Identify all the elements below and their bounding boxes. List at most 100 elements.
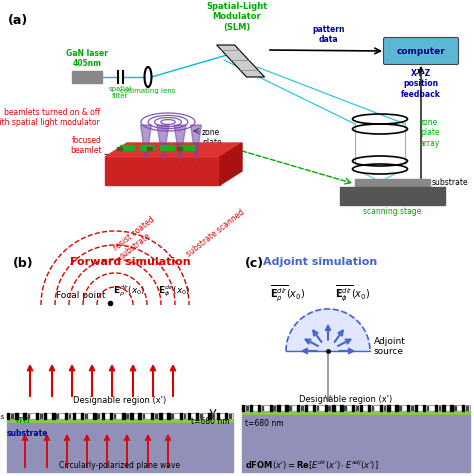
Bar: [159, 413, 162, 419]
Bar: [258, 405, 260, 411]
Bar: [242, 405, 470, 411]
Text: zone
plate
array: zone plate array: [202, 128, 222, 158]
Bar: [217, 413, 219, 419]
Text: $\mathbf{E}_{\rho}^{dir}(x_0)$: $\mathbf{E}_{\rho}^{dir}(x_0)$: [113, 283, 146, 298]
Text: $\overline{\mathbf{E}_{\phi}^{dir}}(x_0)$: $\overline{\mathbf{E}_{\phi}^{dir}}(x_0)…: [335, 283, 370, 304]
Bar: [435, 405, 437, 411]
Text: substrate: substrate: [432, 178, 469, 187]
Bar: [15, 413, 18, 419]
Bar: [105, 158, 220, 186]
Bar: [355, 179, 430, 187]
Bar: [399, 406, 401, 410]
Bar: [155, 414, 156, 418]
Text: Focal point: Focal point: [55, 290, 105, 299]
FancyBboxPatch shape: [383, 39, 458, 65]
Polygon shape: [286, 309, 370, 351]
Bar: [200, 414, 202, 418]
Text: spatial
filter: spatial filter: [109, 86, 132, 99]
Bar: [325, 405, 327, 411]
Text: (c): (c): [245, 257, 264, 269]
Text: metalens: metalens: [0, 413, 5, 419]
Bar: [317, 406, 318, 410]
Text: $\mathbf{dFOM}(x^{\prime}) = \mathbf{Re}[E^{dir}(x^{\prime}) \cdot E^{adj}(x^{\p: $\mathbf{dFOM}(x^{\prime}) = \mathbf{Re}…: [245, 457, 379, 471]
Bar: [209, 413, 211, 419]
Bar: [246, 406, 247, 410]
Text: Designable region (x'): Designable region (x'): [73, 395, 167, 404]
Text: Adjoint
source: Adjoint source: [374, 336, 406, 356]
Bar: [69, 414, 70, 418]
Bar: [180, 413, 182, 419]
Bar: [27, 414, 29, 418]
Polygon shape: [220, 144, 242, 186]
Bar: [56, 414, 58, 418]
Polygon shape: [157, 126, 169, 163]
Bar: [11, 414, 13, 418]
Text: t=680 nm: t=680 nm: [191, 416, 230, 426]
Bar: [352, 405, 355, 411]
Bar: [332, 405, 335, 411]
Bar: [387, 405, 390, 411]
Bar: [73, 413, 75, 419]
Text: Adjoint simulation: Adjoint simulation: [263, 257, 377, 267]
Text: Forward simulation: Forward simulation: [70, 257, 191, 267]
Bar: [109, 413, 112, 419]
Bar: [140, 146, 154, 151]
Text: collimating lens: collimating lens: [120, 88, 176, 94]
Bar: [130, 413, 133, 419]
Bar: [167, 413, 170, 419]
Bar: [273, 406, 275, 410]
Bar: [340, 188, 445, 206]
Bar: [138, 413, 141, 419]
Bar: [180, 146, 194, 151]
Bar: [262, 406, 263, 410]
Bar: [44, 413, 46, 419]
Bar: [407, 405, 410, 411]
Text: computer: computer: [397, 48, 446, 56]
Bar: [36, 413, 38, 419]
Bar: [7, 413, 233, 419]
Bar: [229, 414, 230, 418]
Bar: [147, 148, 152, 151]
Polygon shape: [217, 46, 264, 78]
Bar: [97, 414, 99, 418]
Bar: [7, 413, 9, 419]
Text: t=680 nm: t=680 nm: [245, 418, 283, 427]
Text: Designable region (x'): Designable region (x'): [300, 394, 392, 403]
Bar: [7, 423, 233, 472]
Text: substrate scanned: substrate scanned: [185, 208, 246, 258]
Bar: [270, 405, 272, 411]
Bar: [242, 405, 245, 411]
Bar: [114, 414, 116, 418]
Polygon shape: [105, 144, 242, 158]
Bar: [93, 413, 96, 419]
Bar: [177, 148, 182, 151]
Polygon shape: [141, 126, 151, 163]
Bar: [122, 413, 125, 419]
Bar: [454, 406, 456, 410]
Bar: [443, 405, 445, 411]
Text: $\mathbf{E}_{\phi}^{dir}(x_0)$: $\mathbf{E}_{\phi}^{dir}(x_0)$: [158, 283, 191, 298]
Text: resist coated
substrate: resist coated substrate: [112, 215, 163, 260]
Bar: [120, 146, 134, 151]
Bar: [126, 414, 128, 418]
Bar: [368, 405, 370, 411]
Text: GaN laser
405nm: GaN laser 405nm: [66, 49, 108, 68]
Text: (a): (a): [8, 14, 28, 27]
Bar: [415, 405, 417, 411]
Text: substrate: substrate: [7, 428, 48, 437]
Bar: [427, 406, 428, 410]
Bar: [305, 405, 307, 411]
Bar: [64, 413, 67, 419]
Bar: [438, 406, 440, 410]
Bar: [52, 413, 55, 419]
Bar: [356, 406, 357, 410]
Bar: [242, 415, 470, 472]
Bar: [297, 405, 300, 411]
Bar: [117, 148, 122, 151]
Text: pattern
data: pattern data: [312, 25, 345, 44]
Bar: [380, 405, 382, 411]
Text: Circularly-polarized plane wave: Circularly-polarized plane wave: [59, 460, 181, 469]
Bar: [372, 406, 374, 410]
Text: zone
plate
array: zone plate array: [420, 118, 440, 148]
Bar: [101, 413, 104, 419]
